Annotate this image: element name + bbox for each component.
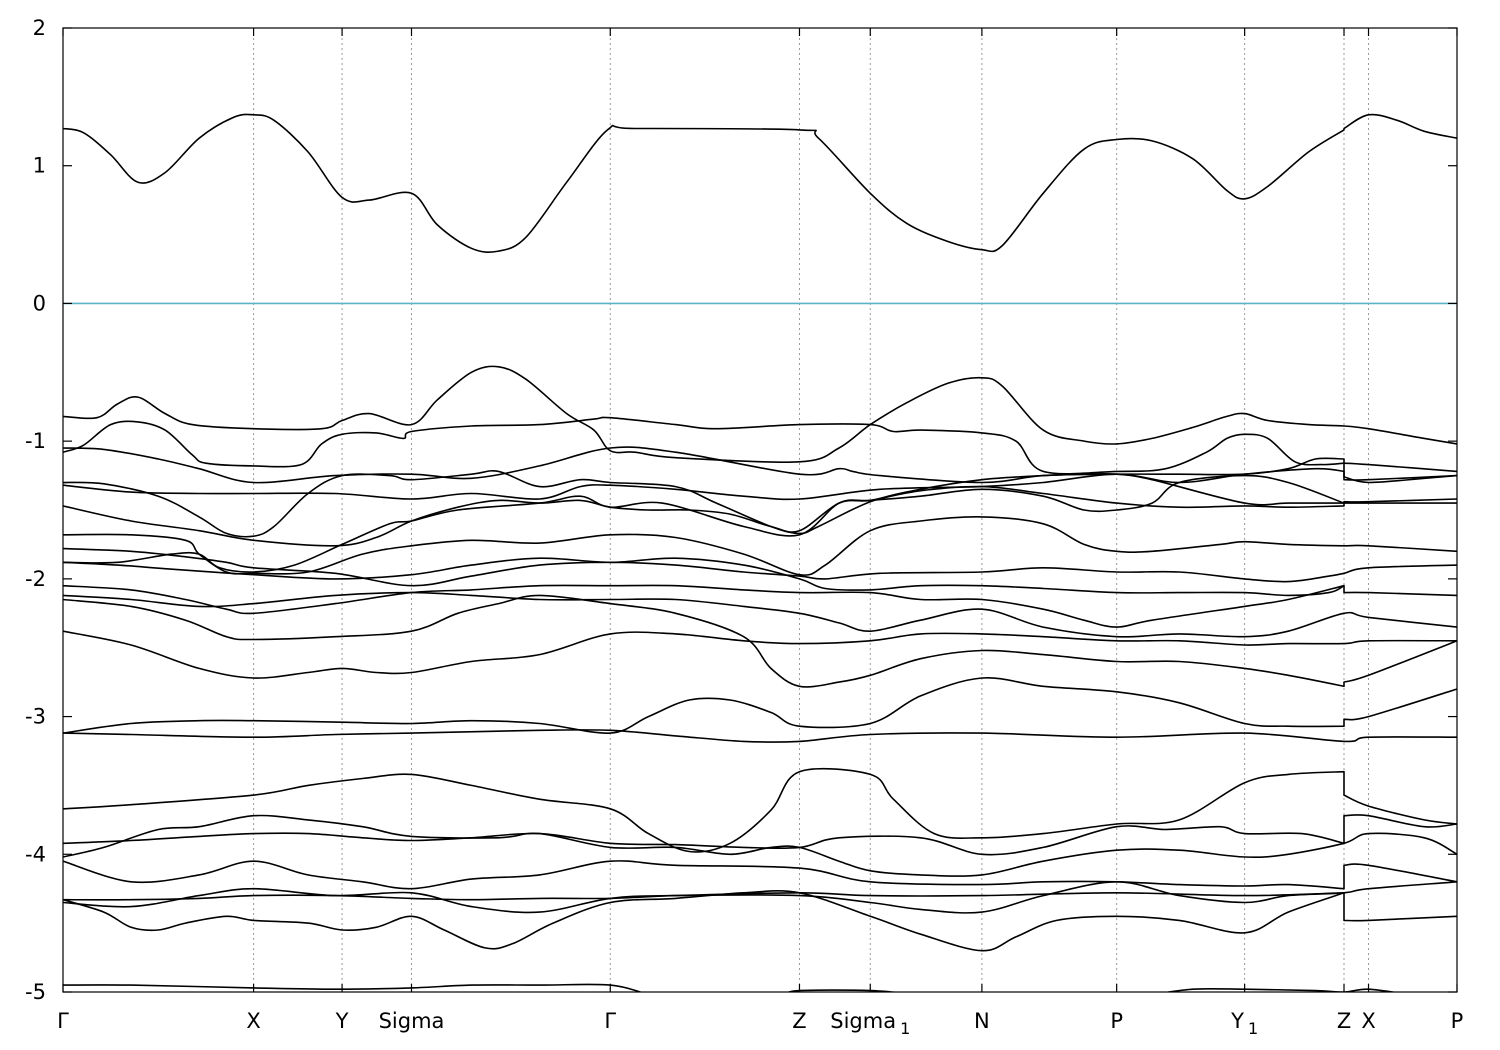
x-tick-label: Γ xyxy=(57,1009,69,1033)
x-tick-label-subscript: 1 xyxy=(1248,1019,1258,1038)
band-line xyxy=(63,892,1345,901)
band-line xyxy=(63,467,1457,501)
band-line xyxy=(63,485,1457,547)
x-tick-label: P xyxy=(1110,1009,1123,1033)
x-tick-label-subscript: 1 xyxy=(900,1019,910,1038)
y-tick-label: 1 xyxy=(33,154,46,178)
band-line xyxy=(63,814,1457,877)
band-line xyxy=(63,469,1457,538)
y-tick-label: -2 xyxy=(25,567,46,591)
band-line xyxy=(63,881,1457,914)
band-line xyxy=(63,474,1345,573)
band-line xyxy=(63,557,1345,597)
band-line xyxy=(63,591,1457,638)
band-line xyxy=(63,446,1457,484)
y-tick-label: 2 xyxy=(33,16,46,40)
x-tick-label: Sigma 1 xyxy=(830,1009,910,1038)
x-tick-label: Y xyxy=(335,1009,349,1033)
band-line xyxy=(63,890,1457,952)
y-axis-ticks: -5 -4 -3 -2 -1 0 1 2 xyxy=(25,16,1457,1004)
band-line xyxy=(63,547,1457,587)
x-tick-label: Sigma xyxy=(379,1009,445,1033)
y-tick-label: -3 xyxy=(25,705,46,729)
x-tick-label: Z xyxy=(1337,1009,1351,1033)
band-line xyxy=(787,989,901,992)
x-tick-label: N xyxy=(974,1009,990,1033)
band-line xyxy=(63,814,1457,856)
band-lines xyxy=(63,113,1457,992)
y-tick-label: 0 xyxy=(33,291,46,315)
x-tick-label: X xyxy=(1361,1009,1375,1033)
plot-frame xyxy=(62,27,1458,993)
y-tick-label: -1 xyxy=(25,429,46,453)
band-line xyxy=(63,728,1457,743)
x-tick-label: Z xyxy=(792,1009,806,1033)
band-line xyxy=(63,365,1457,463)
band-line xyxy=(63,113,1457,253)
y-tick-label: -5 xyxy=(25,980,46,1004)
x-tick-label: Γ xyxy=(604,1009,616,1033)
band-line xyxy=(63,516,1457,576)
vertical-grid-lines xyxy=(253,28,1370,992)
band-line xyxy=(63,767,1457,853)
band-line xyxy=(63,860,1457,890)
band-line xyxy=(63,594,1457,688)
x-tick-label: X xyxy=(246,1009,260,1033)
band-line xyxy=(63,416,1457,484)
band-line xyxy=(63,983,643,992)
band-line xyxy=(63,677,1457,734)
y-tick-label: -4 xyxy=(25,842,46,866)
band-line xyxy=(63,584,1457,628)
x-tick-label: P xyxy=(1451,1009,1464,1033)
band-line xyxy=(63,630,1457,679)
